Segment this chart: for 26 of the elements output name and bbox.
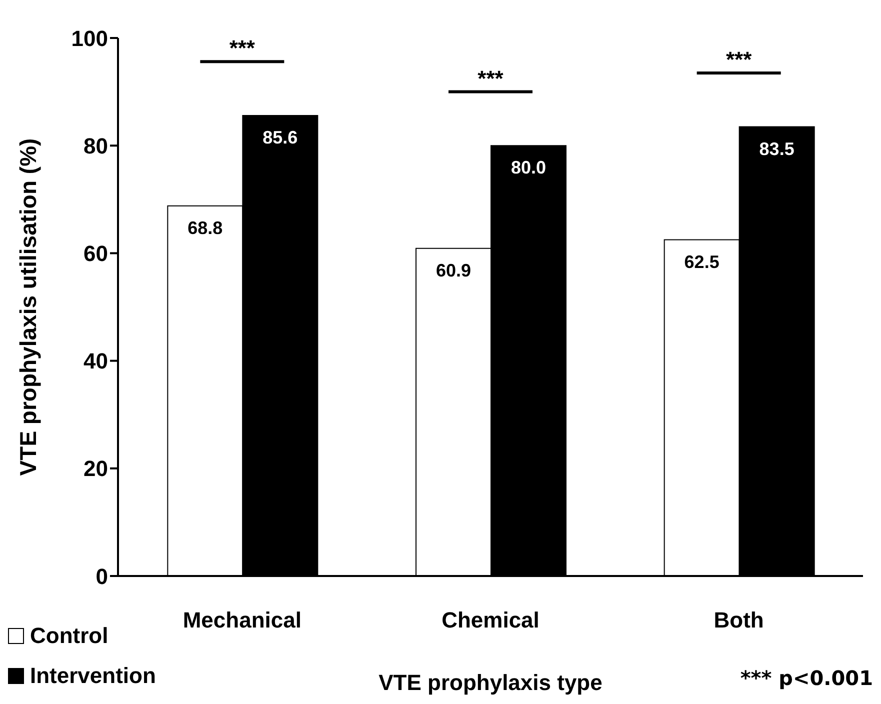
significance-bracket: *** xyxy=(448,66,532,94)
text: *** p<0.001 xyxy=(740,666,873,690)
x-tick-label: Chemical xyxy=(442,608,540,633)
data-label: 68.8 xyxy=(188,218,223,238)
legend-label: Intervention xyxy=(30,663,156,689)
data-label: 85.6 xyxy=(262,127,298,148)
y-tick-label: 100 xyxy=(71,26,108,51)
x-tick-label: Mechanical xyxy=(182,608,302,633)
legend-label: Control xyxy=(30,623,108,649)
x-axis-title: VTE prophylaxis type xyxy=(378,670,602,695)
y-axis-title: VTE prophylaxis utilisation (%) xyxy=(15,138,42,476)
significance-bracket: *** xyxy=(200,36,284,64)
y-tick-label: 0 xyxy=(96,564,108,589)
y-tick-label: 80 xyxy=(84,133,108,158)
data-label: 80.0 xyxy=(510,158,546,178)
annotation: *** xyxy=(229,36,256,61)
annotation: *** xyxy=(726,46,752,72)
y-tick-label: 20 xyxy=(84,456,108,482)
data-label: 62.5 xyxy=(684,252,720,272)
y-tick-label: 60 xyxy=(84,241,108,266)
significance-bracket: *** xyxy=(696,46,781,74)
data-label: 60.9 xyxy=(436,260,472,280)
y-tick-label: 40 xyxy=(84,348,108,374)
x-tick-label: Both xyxy=(714,608,764,633)
data-label: 83.5 xyxy=(759,138,794,159)
annotation: *** xyxy=(478,66,504,91)
